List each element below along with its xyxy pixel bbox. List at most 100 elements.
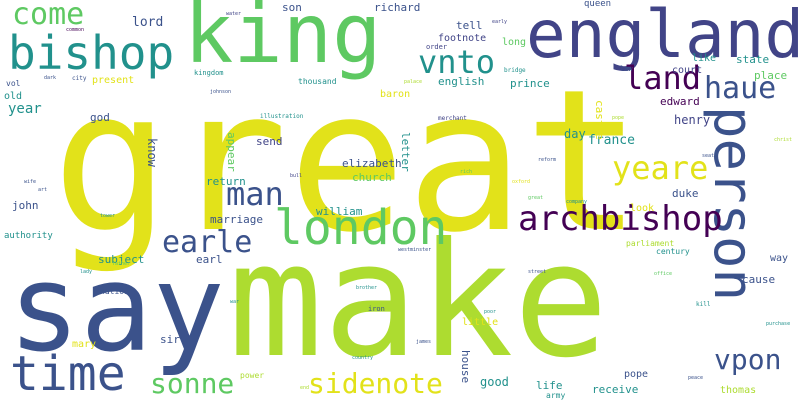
word: court	[672, 65, 703, 76]
word: little	[462, 317, 499, 328]
word: nation	[100, 287, 129, 296]
word: westminster	[398, 247, 432, 253]
word: william	[316, 205, 363, 218]
word: return	[206, 175, 246, 188]
word: pope	[612, 115, 625, 121]
word: act	[734, 275, 744, 281]
word: authority	[4, 231, 53, 241]
word: brother	[356, 285, 378, 291]
word: kill	[696, 301, 711, 308]
word: england	[526, 0, 800, 73]
word: power	[240, 371, 265, 380]
word: duke	[672, 187, 699, 200]
word: receive	[592, 383, 639, 396]
word: thousand	[298, 77, 337, 86]
word: reform	[538, 157, 557, 163]
word: james	[416, 339, 432, 345]
word: early	[492, 19, 508, 25]
word: man	[226, 175, 284, 213]
word: street	[528, 269, 547, 275]
word: queen	[584, 0, 612, 9]
word: earle	[162, 225, 253, 260]
word: end	[300, 385, 310, 391]
word: edward	[660, 95, 700, 108]
word: son	[282, 1, 302, 14]
word: wife	[24, 179, 37, 185]
word: henry	[674, 113, 711, 127]
word: great	[52, 48, 643, 276]
word: english	[438, 75, 485, 88]
word: yeare	[612, 149, 709, 187]
word: vol	[6, 79, 21, 88]
word: lady	[80, 269, 93, 275]
word: land	[624, 59, 702, 97]
word: haue	[704, 71, 777, 106]
word: merchant	[438, 115, 467, 122]
word: way	[770, 253, 789, 264]
word: present	[92, 75, 135, 86]
word: order	[426, 43, 448, 51]
word: illustration	[260, 113, 304, 120]
word: life	[536, 379, 563, 392]
word: year	[8, 101, 42, 117]
word: law	[620, 65, 633, 73]
word: bishop	[8, 26, 175, 80]
word: poor	[484, 309, 497, 315]
word: good	[480, 375, 509, 389]
word: place	[754, 69, 788, 82]
word: iron	[368, 305, 385, 313]
word: richard	[374, 1, 421, 14]
word: earl	[196, 253, 223, 266]
word: pope	[624, 369, 649, 380]
word: vpon	[714, 343, 782, 376]
word: johnson	[210, 89, 232, 95]
word: god	[90, 111, 110, 124]
word: army	[546, 391, 566, 400]
word: war	[230, 299, 240, 305]
word: company	[566, 199, 588, 205]
word: palace	[404, 79, 423, 85]
word: city	[72, 75, 87, 82]
word: oxford	[512, 179, 531, 185]
word: dark	[44, 75, 57, 81]
word: time	[10, 346, 126, 400]
word: seat	[702, 153, 715, 159]
word: send	[256, 135, 283, 148]
word: appear	[225, 132, 238, 172]
word: castle	[593, 100, 606, 140]
word: make	[228, 209, 609, 393]
word: lord	[132, 15, 164, 30]
word: say	[8, 240, 225, 379]
word: tower	[100, 213, 116, 219]
word: century	[656, 247, 690, 256]
word: like	[692, 53, 717, 64]
word: subject	[98, 253, 145, 266]
word: day	[564, 127, 586, 141]
word: father	[112, 261, 131, 267]
word: kingdom	[194, 69, 224, 77]
word: office	[654, 271, 673, 277]
word: church	[352, 171, 392, 184]
word: old	[4, 91, 23, 102]
word: common	[66, 27, 85, 33]
word: king	[184, 0, 382, 82]
word: christ	[774, 137, 793, 143]
word: country	[352, 355, 374, 361]
word: sidenote	[308, 367, 443, 400]
word: come	[12, 0, 85, 32]
word: france	[588, 133, 635, 148]
word: great	[528, 195, 544, 201]
word: marriage	[210, 213, 263, 226]
word: long	[502, 37, 527, 48]
word: john	[12, 199, 39, 212]
word: archbishop	[518, 199, 723, 239]
word: rich	[460, 169, 473, 175]
word: parliament	[626, 239, 675, 248]
word: bridge	[504, 67, 526, 74]
word: know	[145, 138, 159, 167]
word: cause	[742, 273, 776, 286]
word: london	[274, 200, 448, 256]
word: sir	[160, 333, 180, 346]
word: mary	[72, 339, 97, 350]
